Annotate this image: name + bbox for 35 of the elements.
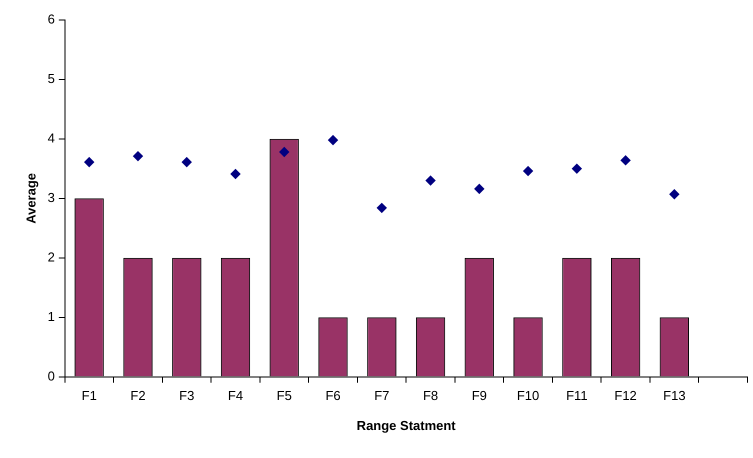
- y-tick-label: 6: [48, 12, 55, 27]
- x-tick-label: F6: [325, 388, 341, 404]
- point: [523, 166, 534, 176]
- point: [474, 184, 484, 194]
- y-tick-label: 5: [48, 71, 55, 86]
- y-axis-title: Average: [23, 172, 38, 224]
- point: [84, 157, 94, 168]
- x-tick-label: F7: [374, 388, 390, 404]
- point: [426, 176, 436, 186]
- x-tick-label: F5: [276, 388, 292, 404]
- point: [620, 155, 631, 166]
- x-tick-label: F1: [82, 388, 97, 404]
- point: [669, 189, 680, 200]
- point: [182, 157, 192, 168]
- x-tick-label: F2: [130, 388, 146, 404]
- x-tick-label: F9: [472, 388, 487, 404]
- point: [572, 164, 582, 174]
- x-axis-title: Range Statment: [356, 418, 456, 433]
- x-tick-label: F13: [663, 388, 686, 404]
- point: [279, 147, 290, 158]
- y-tick-label: 3: [48, 190, 55, 205]
- point: [230, 169, 240, 180]
- x-tick-label: F12: [614, 388, 637, 404]
- x-tick-label: F3: [179, 388, 194, 404]
- x-tick-label: F10: [516, 388, 540, 404]
- y-tick-label: 4: [48, 130, 55, 146]
- x-tick-label: F11: [566, 388, 588, 404]
- y-tick-label: 2: [48, 249, 55, 264]
- y-tick-label: 1: [48, 308, 55, 324]
- x-tick-label: F8: [422, 388, 438, 404]
- point: [376, 202, 387, 213]
- y-tick-label: 0: [48, 368, 55, 384]
- x-tick-label: F4: [228, 388, 244, 404]
- point: [328, 135, 338, 146]
- point: [132, 151, 143, 162]
